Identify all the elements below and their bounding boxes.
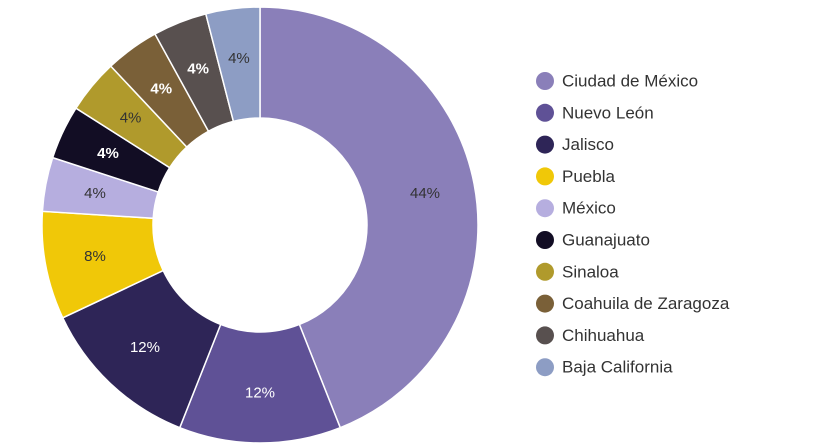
legend-swatch: [536, 358, 554, 377]
legend-item-sinaloa[interactable]: Sinaloa: [536, 262, 619, 281]
legend-label: Chihuahua: [562, 326, 645, 345]
slice-label-guanajuato: 4%: [97, 145, 119, 162]
legend-swatch: [536, 294, 554, 313]
legend-swatch: [536, 135, 554, 154]
legend-item-jalisco[interactable]: Jalisco: [536, 135, 614, 154]
slice-labels-group: 44% 12% 12% 8% 4% 4% 4% 4% 4% 4%: [84, 50, 440, 402]
legend-item-guanajuato[interactable]: Guanajuato: [536, 231, 650, 250]
legend-swatch: [536, 103, 554, 122]
slice-label-baja-california: 4%: [228, 50, 250, 67]
legend-swatch: [536, 326, 554, 345]
slice-label-sinaloa: 4%: [120, 109, 142, 126]
legend-label: Guanajuato: [562, 231, 650, 250]
legend-swatch: [536, 231, 554, 249]
legend-label: Puebla: [562, 167, 615, 186]
slice-label-ciudad-de-mexico: 44%: [410, 185, 440, 202]
slice-label-mexico: 4%: [84, 185, 106, 202]
legend-label: Jalisco: [562, 135, 614, 154]
slice-label-nuevo-leon: 12%: [245, 385, 275, 402]
slice-label-jalisco: 12%: [130, 339, 160, 356]
legend-label: México: [562, 199, 616, 218]
slices-group: [41, 6, 479, 444]
slice-label-puebla: 8%: [84, 248, 106, 265]
slice-label-coahuila-de-zaragoza: 4%: [150, 81, 172, 98]
legend-swatch: [536, 199, 554, 218]
legend-label: Ciudad de México: [562, 72, 698, 91]
legend-swatch: [536, 262, 554, 281]
legend: Ciudad de México Nuevo León Jalisco Puebla M…: [536, 72, 730, 377]
slice-baja-california[interactable]: [204, 6, 261, 123]
legend-item-mexico[interactable]: México: [536, 199, 616, 218]
slice-ciudad-de-mexico[interactable]: [259, 6, 479, 429]
legend-label: Nuevo León: [562, 103, 654, 122]
legend-item-baja-california[interactable]: Baja California: [536, 358, 673, 377]
legend-item-nuevo-leon[interactable]: Nuevo León: [536, 103, 654, 122]
legend-item-puebla[interactable]: Puebla: [536, 167, 615, 186]
legend-label: Sinaloa: [562, 262, 619, 281]
legend-label: Baja California: [562, 358, 673, 377]
legend-swatch: [536, 167, 554, 186]
legend-item-coahuila-de-zaragoza[interactable]: Coahuila de Zaragoza: [536, 294, 730, 313]
slice-label-chihuahua: 4%: [187, 60, 209, 77]
legend-label: Coahuila de Zaragoza: [562, 294, 730, 313]
legend-swatch: [536, 72, 554, 90]
legend-item-chihuahua[interactable]: Chihuahua: [536, 326, 645, 345]
legend-item-ciudad-de-mexico[interactable]: Ciudad de México: [536, 72, 698, 91]
